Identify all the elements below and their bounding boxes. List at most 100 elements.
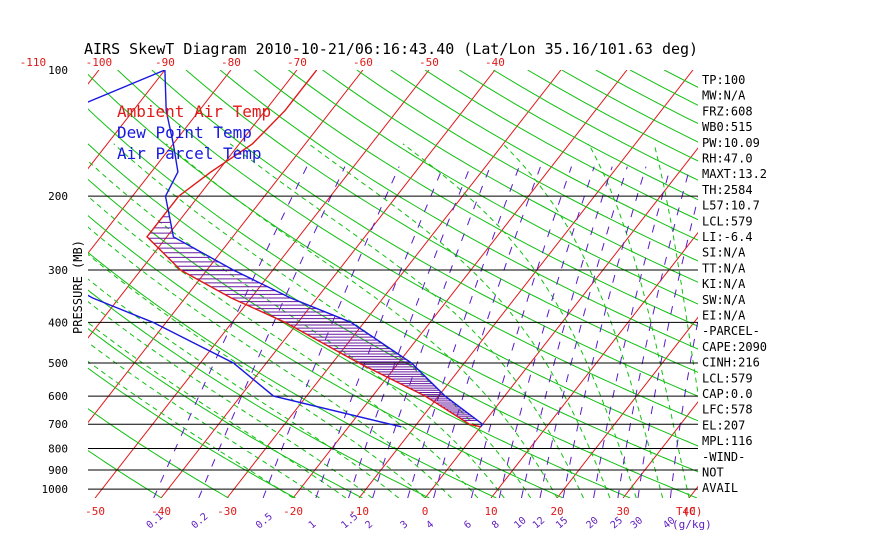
pressure-gridlines [88, 195, 698, 490]
y-axis-label: PRESSURE (MB) [71, 240, 85, 334]
cape-hatching [148, 210, 478, 422]
legend-dewpoint: Dew Point Temp [117, 123, 252, 142]
index-label: L57:10.7 [702, 199, 760, 213]
dry-adiabat [88, 73, 698, 447]
dry-adiabat [88, 289, 430, 498]
moist-adiabat [402, 143, 637, 498]
moist-adiabat [88, 160, 505, 498]
bottom-temp-tick: -10 [349, 505, 369, 518]
top-temp-tick: -50 [419, 56, 439, 69]
index-label: WB0:515 [702, 120, 753, 134]
dry-adiabat [185, 70, 698, 373]
moist-adiabat [113, 143, 532, 498]
bottom-temp-tick: -40 [151, 505, 171, 518]
dry-adiabat-lines [88, 70, 870, 498]
top-temp-tick: -40 [485, 56, 505, 69]
mixing-ratio-line [470, 166, 572, 498]
mixing-ratio-label: 8 [490, 519, 502, 531]
pressure-ticks: 100 200 300 400 500 600 700 800 900 1000 [42, 64, 69, 496]
bottom-temp-tick: 40 [682, 505, 695, 518]
moist-adiabat [88, 226, 452, 498]
index-label: CINH:216 [702, 356, 760, 370]
x-axis-label: T(C) [676, 505, 703, 518]
index-label: NOT [702, 466, 724, 480]
mixing-ratio-line [539, 166, 628, 498]
mixing-ratio-line [562, 166, 647, 498]
isotherm [88, 70, 298, 339]
mixing-ratio-line [433, 166, 541, 498]
mixing-ratio-label: 0.5 [254, 511, 275, 531]
index-label: LI:-6.4 [702, 230, 753, 244]
top-temp-tick: -110 [20, 56, 47, 69]
pressure-tick-label: 900 [48, 464, 68, 477]
isotherm [88, 70, 232, 255]
pressure-tick-label: 800 [48, 443, 68, 456]
dry-adiabat [88, 367, 296, 498]
dry-adiabat [88, 108, 698, 473]
series-ambient-air-temp [146, 70, 481, 428]
mixing-ratio-line [262, 166, 400, 498]
moist-adiabat [88, 195, 479, 498]
pressure-tick-label: 1000 [42, 483, 69, 496]
index-label: SI:N/A [702, 246, 746, 260]
mixing-ratio-line [617, 166, 691, 498]
index-label: MPL:116 [702, 434, 753, 448]
moist-adiabat [88, 360, 294, 498]
dry-adiabat [88, 178, 631, 498]
mixing-ratio-line [315, 166, 444, 498]
dry-adiabat [733, 70, 870, 498]
index-label: EI:N/A [702, 309, 746, 323]
mixing-ratio-label: 3 [399, 519, 411, 531]
dry-adiabat [88, 449, 162, 498]
dry-adiabat [88, 408, 229, 498]
index-label: EL:207 [702, 418, 745, 432]
mixing-ratio-line [498, 166, 595, 498]
top-temp-ticks: -120-110-100-90-80-70-60-50-40 [20, 56, 505, 69]
index-label: RH:47.0 [702, 152, 753, 166]
mixing-ratio-label: 20 [584, 515, 600, 531]
mixing-ratio-label: 30 [629, 515, 645, 531]
mixing-ratio-line [637, 196, 698, 498]
mixing-ratio-label: 1 [307, 519, 319, 531]
top-temp-tick: -60 [353, 56, 373, 69]
mixing-ratio-label: 12 [531, 515, 547, 531]
series-dew-point-temp [88, 70, 402, 428]
index-label: PW:10.09 [702, 136, 760, 150]
index-label: FRZ:608 [702, 104, 753, 118]
isotherm [160, 70, 496, 498]
index-label: -PARCEL- [702, 324, 760, 338]
isotherm [622, 401, 698, 498]
bottom-temp-ticks: -50 -40 -30 -20 -10 0 10 20 30 40 [85, 505, 696, 518]
dry-adiabat [663, 70, 698, 88]
dry-adiabat [219, 70, 698, 350]
dry-adiabat [88, 328, 363, 498]
bottom-temp-tick: 10 [484, 505, 497, 518]
pressure-tick-label: 700 [48, 418, 68, 431]
index-label: MW:N/A [702, 89, 746, 103]
top-temp-tick: -70 [287, 56, 307, 69]
bottom-temp-tick: -30 [217, 505, 237, 518]
mixing-ratio-line [372, 166, 491, 498]
chart-title: AIRS SkewT Diagram 2010-10-21/06:16:43.4… [84, 40, 698, 58]
top-temp-tick: -80 [221, 56, 241, 69]
dry-adiabat [527, 70, 698, 162]
index-label: TH:2584 [702, 183, 753, 197]
mixing-ratio-label: 6 [462, 519, 474, 531]
profile-series [88, 70, 484, 428]
index-label: CAPE:2090 [702, 340, 767, 354]
pressure-tick-label: 600 [48, 390, 68, 403]
top-temp-tick: -100 [86, 56, 113, 69]
legend-ambient: Ambient Air Temp [117, 102, 271, 121]
mixing-ratio-labels: 0.1 0.2 0.5 1 1.5 2 3 4 6 8 10 12 15 20 25 30 40 [145, 511, 678, 531]
index-label: SW:N/A [702, 293, 746, 307]
index-label: LFC:578 [702, 403, 753, 417]
dry-adiabat [88, 214, 564, 498]
bottom-temp-tick: -20 [283, 505, 303, 518]
pressure-tick-label: 500 [48, 357, 68, 370]
index-label: -WIND- [702, 450, 745, 464]
top-temp-tick: -90 [155, 56, 175, 69]
dry-adiabat [356, 70, 698, 262]
dry-adiabat [322, 70, 698, 283]
isotherm [358, 70, 694, 498]
